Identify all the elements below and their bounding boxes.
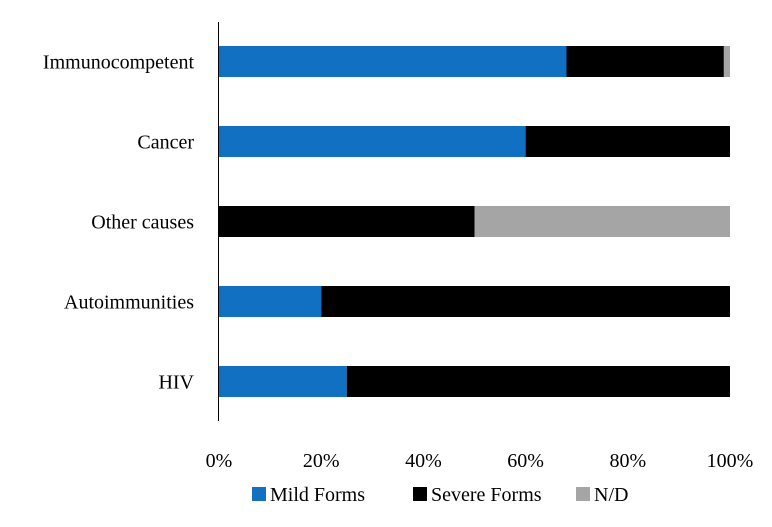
bar-other-causes-severe-forms — [219, 206, 475, 237]
category-labels: Immunocompetent Cancer Other causes Autoimm… — [43, 52, 195, 394]
category-label: Cancer — [137, 132, 194, 154]
x-tick-label: 40% — [405, 450, 442, 472]
bar-cancer-mild-forms — [219, 126, 526, 157]
bar-cancer-severe-forms — [525, 126, 730, 157]
x-tick-label: 60% — [507, 450, 544, 472]
x-tick-label: 20% — [303, 450, 340, 472]
legend-label: N/D — [594, 484, 628, 506]
x-tick-label: 100% — [707, 450, 754, 472]
legend: Mild Forms Severe Forms N/D — [252, 484, 628, 506]
bar-hiv-severe-forms — [346, 366, 730, 397]
category-label: HIV — [158, 372, 194, 394]
x-tick-label: 80% — [609, 450, 646, 472]
bar-autoimmunities-mild-forms — [219, 286, 322, 317]
bar-immunocompetent-n-d — [723, 46, 730, 77]
bar-autoimmunities-severe-forms — [321, 286, 730, 317]
bar-immunocompetent-severe-forms — [566, 46, 724, 77]
category-label: Other causes — [91, 212, 194, 234]
legend-swatch-severe-forms — [413, 487, 427, 501]
x-tick-labels: 0% 20% 40% 60% 80% 100% — [206, 450, 754, 472]
legend-swatch-n-d — [576, 487, 590, 501]
legend-label: Mild Forms — [270, 484, 365, 506]
legend-label: Severe Forms — [431, 484, 542, 506]
category-label: Immunocompetent — [43, 52, 195, 74]
x-tick-label: 0% — [206, 450, 233, 472]
category-label: Autoimmunities — [64, 292, 194, 314]
bar-other-causes-n-d — [474, 206, 730, 237]
bar-immunocompetent-mild-forms — [219, 46, 567, 77]
legend-swatch-mild-forms — [252, 487, 266, 501]
bars-group — [219, 46, 730, 397]
bar-hiv-mild-forms — [219, 366, 347, 397]
